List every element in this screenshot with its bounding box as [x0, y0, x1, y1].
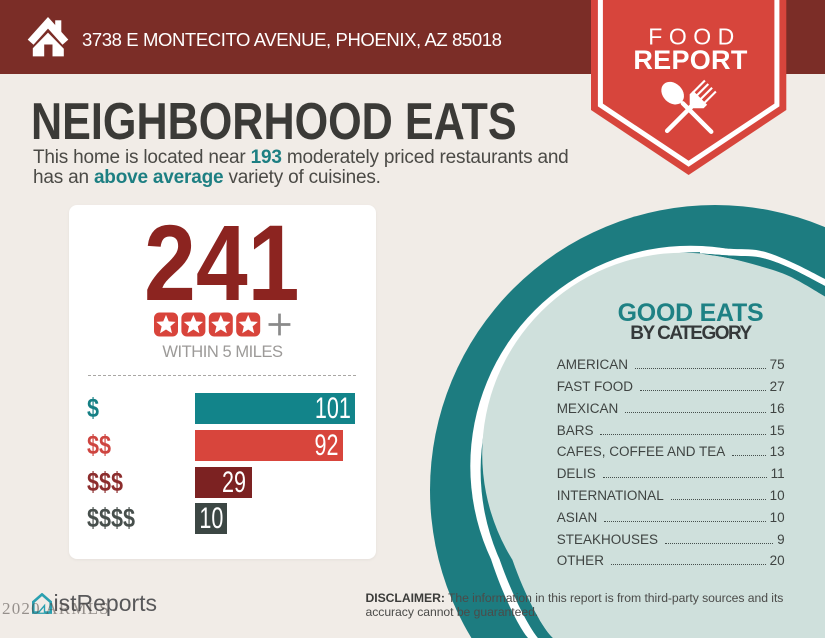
svg-text:REPORT: REPORT [633, 45, 748, 75]
svg-text:FOOD: FOOD [648, 23, 740, 49]
